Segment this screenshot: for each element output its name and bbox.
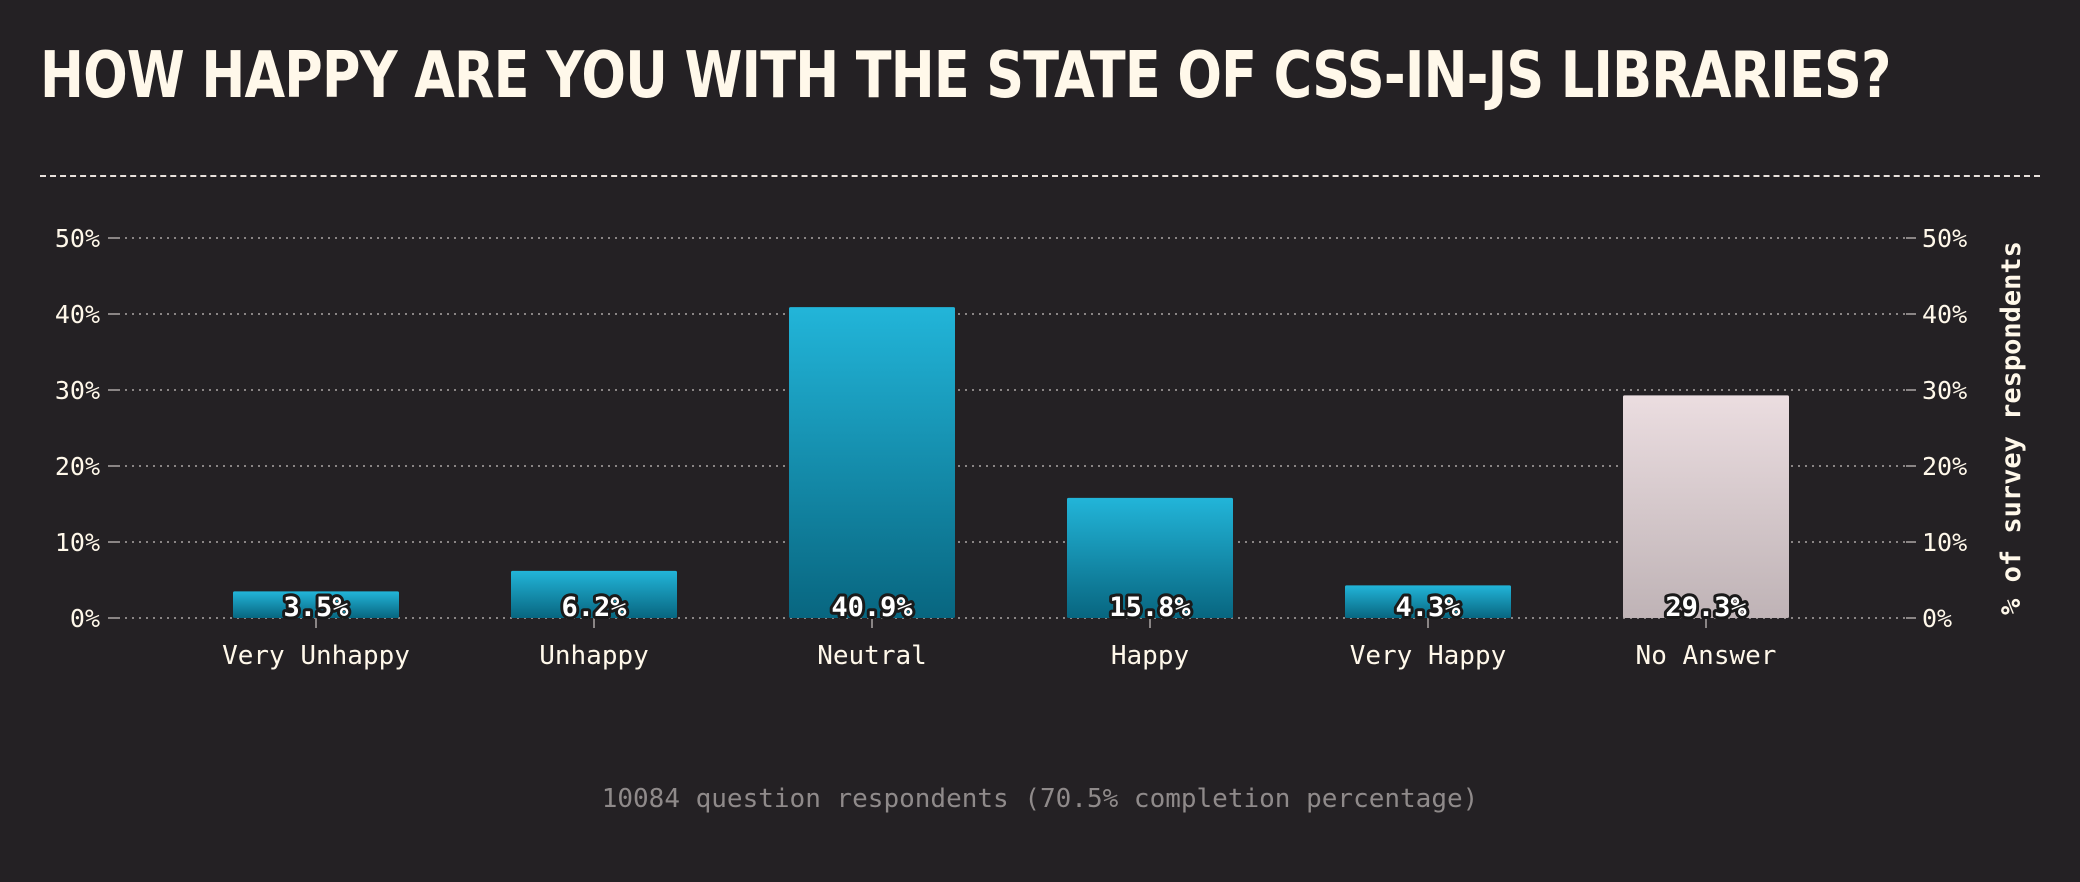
x-tick-label: Very Happy (1350, 641, 1507, 671)
y-tick-label-left: 50% (55, 224, 100, 253)
grid-layer: 0% 0% 10% 10% 20% 20% 30% 30% 40% 40% 50% 50% (55, 224, 1967, 633)
y-tick-label-left: 0% (70, 604, 100, 633)
happiness-bar-chart: 0% 0% 10% 10% 20% 20% 30% 30% 40% 40% 50% 50% Very … (55, 224, 2027, 671)
labels-layer: Very Unhappy 3.5% Unhappy 6.2% Neutral 40.9% H… (222, 589, 1777, 671)
y-tick-label-right: 50% (1922, 224, 1967, 253)
y-tick-label-right: 10% (1922, 528, 1967, 557)
y-tick-label-right: 30% (1922, 376, 1967, 405)
y-tick-label-left: 20% (55, 452, 100, 481)
bar (1067, 497, 1233, 618)
data-label: 40.9% (831, 592, 913, 623)
y-tick-label-left: 40% (55, 300, 100, 329)
respondents-footnote: 10084 question respondents (70.5% comple… (601, 784, 1479, 814)
x-tick-label: Happy (1111, 641, 1189, 671)
x-tick-label: Unhappy (539, 641, 649, 671)
bars-layer (233, 307, 1789, 618)
data-label: 29.3% (1665, 592, 1747, 623)
y-tick-label-right: 0% (1922, 604, 1952, 633)
y-tick-label-right: 40% (1922, 300, 1967, 329)
bar (1623, 395, 1789, 618)
x-tick-label: No Answer (1636, 641, 1777, 671)
x-tick-label: Neutral (817, 641, 927, 671)
data-label: 6.2% (561, 592, 627, 623)
y-axis-label: % of survey respondents (1996, 241, 2027, 615)
bar (511, 570, 677, 618)
y-tick-label-left: 30% (55, 376, 100, 405)
bar (1345, 585, 1511, 618)
bar (789, 307, 955, 618)
data-label: 4.3% (1395, 592, 1461, 623)
y-tick-label-left: 10% (55, 528, 100, 557)
x-tick-label: Very Unhappy (222, 641, 410, 671)
title-divider (40, 175, 2040, 177)
y-tick-label-right: 20% (1922, 452, 1967, 481)
data-label: 3.5% (283, 592, 349, 623)
bar (233, 591, 399, 618)
page-title: HOW HAPPY ARE YOU WITH THE STATE OF CSS-… (40, 39, 1891, 113)
data-label: 15.8% (1109, 592, 1191, 623)
